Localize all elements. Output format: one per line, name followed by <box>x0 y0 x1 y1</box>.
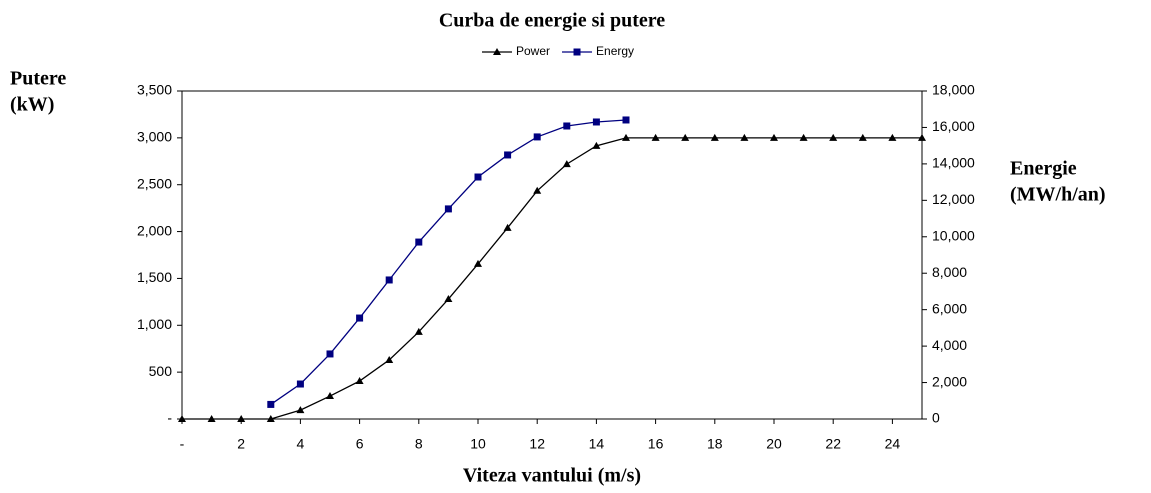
y-tick-label: - <box>167 410 172 426</box>
y2-tick-label: 8,000 <box>932 264 967 280</box>
marker <box>858 133 867 141</box>
marker <box>622 133 630 141</box>
marker <box>562 160 571 168</box>
y-tick-label: 2,000 <box>137 222 172 238</box>
marker <box>474 173 482 181</box>
x-tick-label: 16 <box>648 436 664 452</box>
legend-label: Energy <box>596 44 634 58</box>
x-tick-label: 22 <box>825 436 841 452</box>
y-tick-label: 2,500 <box>137 175 172 191</box>
marker <box>385 355 394 363</box>
y-axis-title: Putere <box>10 68 66 90</box>
marker <box>385 276 393 284</box>
marker <box>592 118 600 126</box>
y-tick-label: 1,000 <box>137 316 172 332</box>
marker <box>414 327 423 335</box>
marker <box>740 133 749 141</box>
marker <box>888 133 897 141</box>
marker <box>355 377 364 385</box>
marker <box>918 133 926 141</box>
marker <box>444 295 453 303</box>
y-axis-title: (kW) <box>10 94 54 116</box>
series-line <box>270 119 627 405</box>
y2-tick-label: 2,000 <box>932 373 967 389</box>
x-tick-label: 10 <box>470 436 486 452</box>
series-line <box>182 137 922 420</box>
y-tick-label: 500 <box>149 363 173 379</box>
chart-title: Curba de energie si putere <box>439 10 665 32</box>
marker <box>296 380 304 388</box>
marker <box>267 400 275 408</box>
x-axis-title: Viteza vantului (m/s) <box>463 465 641 487</box>
y2-tick-label: 10,000 <box>932 227 975 243</box>
marker <box>326 392 334 400</box>
marker <box>415 238 423 246</box>
marker <box>237 415 246 422</box>
marker <box>503 223 512 231</box>
x-tick-label: 18 <box>707 436 723 452</box>
marker <box>493 48 501 55</box>
marker <box>504 151 512 159</box>
legend-label: Power <box>516 44 550 58</box>
y2-axis-title: (MW/h/an) <box>1010 184 1106 206</box>
x-tick-label: 6 <box>356 436 364 452</box>
marker <box>474 259 482 267</box>
x-tick-label: 2 <box>237 436 245 452</box>
x-tick-label: 12 <box>529 436 545 452</box>
x-tick-label: 20 <box>766 436 782 452</box>
marker <box>710 133 719 141</box>
y2-tick-label: 0 <box>932 410 940 426</box>
x-tick-label: 4 <box>297 436 305 452</box>
marker <box>829 133 838 141</box>
x-tick-label: - <box>180 436 185 452</box>
marker <box>296 406 305 414</box>
marker <box>533 186 542 194</box>
x-tick-label: 14 <box>589 436 605 452</box>
marker <box>356 314 364 322</box>
marker <box>326 350 334 358</box>
y-tick-label: 1,500 <box>137 269 172 285</box>
y2-tick-label: 14,000 <box>932 155 975 171</box>
y-tick-label: 3,500 <box>137 82 172 98</box>
marker <box>592 141 601 149</box>
y2-tick-label: 18,000 <box>932 82 975 98</box>
marker <box>770 133 778 141</box>
marker <box>533 133 541 141</box>
marker <box>622 116 630 124</box>
marker <box>573 48 581 56</box>
marker <box>651 133 660 141</box>
marker <box>444 205 452 213</box>
marker <box>178 415 186 422</box>
marker <box>799 133 808 141</box>
x-tick-label: 8 <box>415 436 423 452</box>
y2-tick-label: 6,000 <box>932 300 967 316</box>
marker <box>681 133 690 141</box>
y2-tick-label: 12,000 <box>932 191 975 207</box>
marker <box>563 122 571 130</box>
y2-tick-label: 4,000 <box>932 337 967 353</box>
x-tick-label: 24 <box>885 436 901 452</box>
plot-frame <box>181 90 923 420</box>
marker <box>266 415 275 422</box>
marker <box>207 415 216 422</box>
y2-tick-label: 16,000 <box>932 118 975 134</box>
y-tick-label: 3,000 <box>137 129 172 145</box>
y2-axis-title: Energie <box>1010 158 1077 180</box>
